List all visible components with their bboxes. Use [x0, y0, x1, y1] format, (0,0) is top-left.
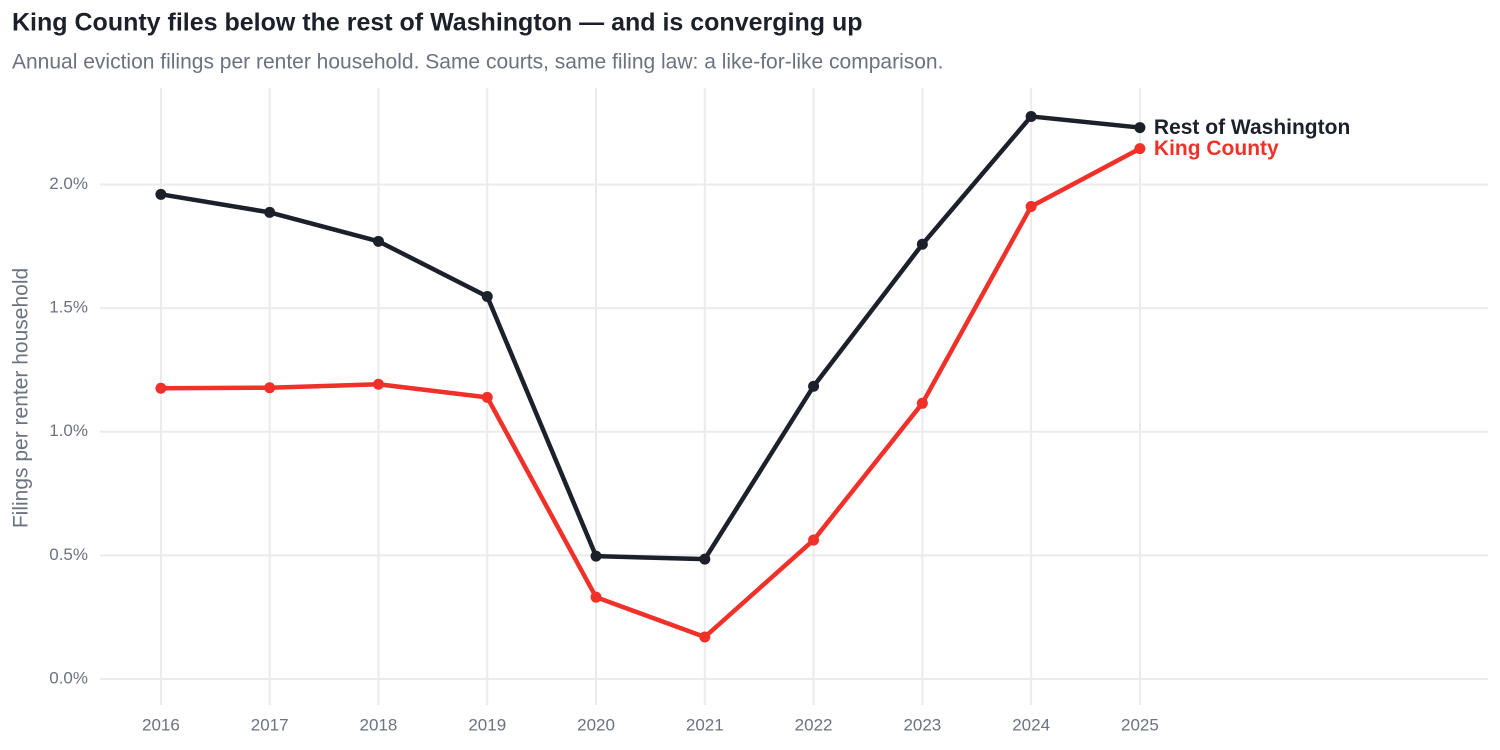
y-tick-label: 0.5% — [49, 545, 88, 564]
x-tick-label: 2021 — [686, 715, 724, 734]
x-tick-label: 2022 — [795, 715, 833, 734]
x-tick-label: 2024 — [1012, 715, 1050, 734]
data-point — [155, 188, 167, 200]
data-point — [590, 550, 602, 562]
y-tick-label: 1.0% — [49, 421, 88, 440]
data-point — [264, 206, 276, 218]
data-point — [916, 238, 928, 250]
x-tick-label: 2016 — [142, 715, 180, 734]
series-line — [160, 114, 1141, 562]
data-point — [808, 380, 820, 392]
data-point — [1025, 200, 1037, 212]
y-tick-label: 2.0% — [49, 174, 88, 193]
y-axis-title: Filings per renter household — [10, 268, 33, 528]
data-point — [372, 235, 384, 247]
y-tick-label: 0.0% — [49, 669, 88, 688]
data-point — [699, 631, 711, 643]
series-label: King County — [1154, 137, 1279, 160]
data-point — [264, 382, 276, 394]
y-tick-label: 1.5% — [49, 298, 88, 317]
data-point — [1025, 110, 1037, 122]
data-point — [590, 591, 602, 603]
series-label: Rest of Washington — [1154, 116, 1350, 139]
x-tick-label: 2018 — [360, 715, 398, 734]
chart-title: King County files below the rest of Wash… — [12, 9, 863, 37]
x-tick-label: 2017 — [251, 715, 289, 734]
grid — [100, 88, 1488, 705]
x-tick-label: 2023 — [903, 715, 941, 734]
data-point — [481, 391, 493, 403]
data-point — [1134, 122, 1146, 134]
data-point — [372, 378, 384, 390]
x-tick-label: 2019 — [468, 715, 506, 734]
data-point — [808, 534, 820, 546]
data-point — [699, 553, 711, 565]
data-point — [916, 397, 928, 409]
series-line — [160, 146, 1141, 640]
x-tick-label: 2025 — [1121, 715, 1159, 734]
chart-subtitle: Annual eviction filings per renter house… — [12, 51, 943, 74]
data-point — [155, 382, 167, 394]
data-point — [481, 290, 493, 302]
data-point — [1134, 143, 1146, 155]
x-tick-label: 2020 — [577, 715, 615, 734]
